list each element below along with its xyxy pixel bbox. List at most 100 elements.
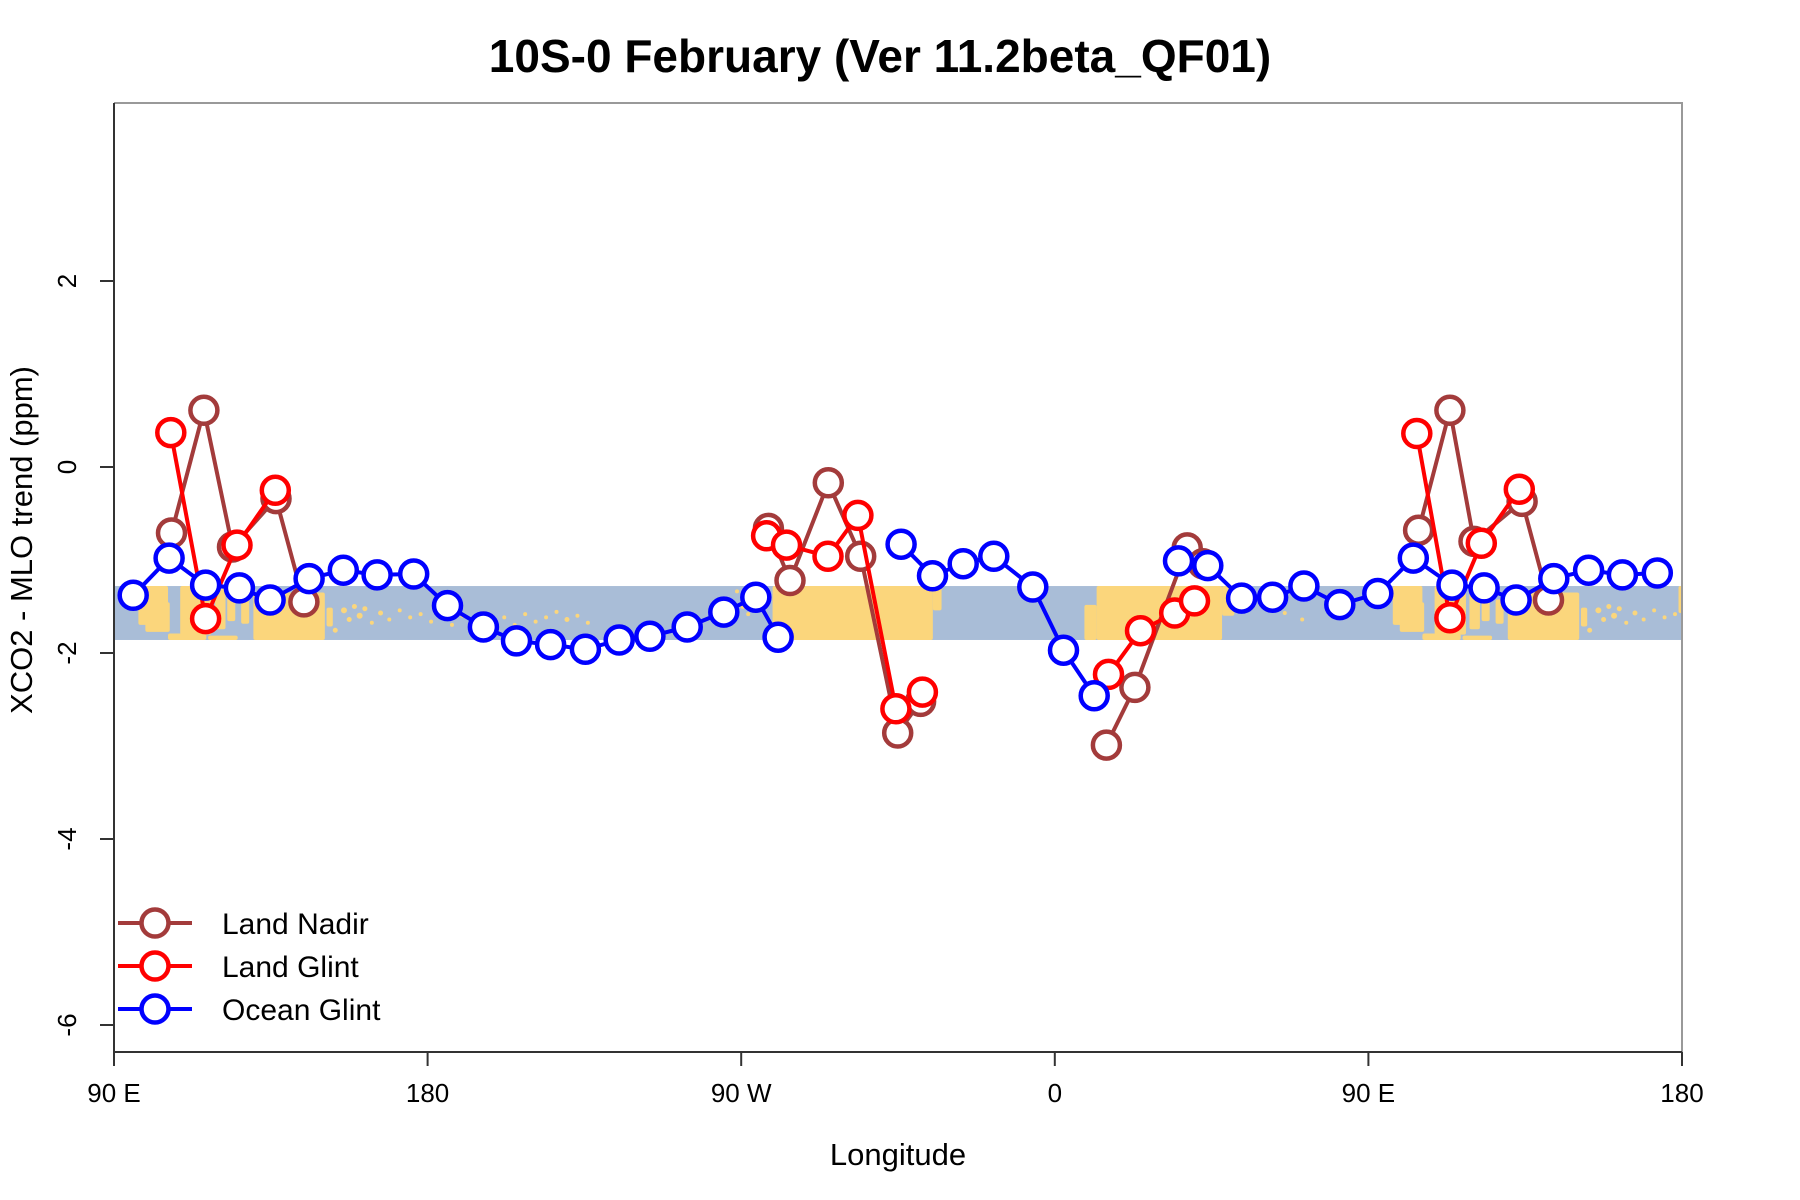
data-point bbox=[188, 394, 220, 427]
island-dot bbox=[351, 604, 357, 610]
island-dot bbox=[387, 617, 392, 622]
island-dot bbox=[1662, 615, 1667, 620]
data-point bbox=[1572, 554, 1605, 586]
data-point bbox=[155, 517, 188, 549]
legend-marker bbox=[139, 907, 171, 939]
land-patch bbox=[932, 586, 942, 611]
island-dot bbox=[1587, 627, 1593, 633]
island-dot bbox=[564, 616, 570, 622]
plot-box bbox=[114, 102, 1683, 1052]
island-dot bbox=[585, 620, 590, 625]
island-dot bbox=[735, 589, 740, 594]
island-dot bbox=[1624, 620, 1629, 625]
data-point bbox=[431, 589, 464, 622]
series-line bbox=[1104, 545, 1205, 746]
series-ocean-glint bbox=[117, 528, 1674, 712]
data-point bbox=[1119, 671, 1151, 704]
chart-title: 10S-0 February (Ver 11.2beta_QF01) bbox=[489, 30, 1271, 82]
land-patch bbox=[145, 602, 170, 632]
data-point bbox=[812, 467, 845, 499]
data-point bbox=[1500, 584, 1532, 616]
island-dot bbox=[544, 615, 549, 620]
data-point bbox=[762, 621, 794, 653]
island-dot bbox=[332, 627, 338, 633]
data-point bbox=[1192, 549, 1224, 582]
data-point bbox=[634, 620, 666, 653]
data-point bbox=[1090, 729, 1123, 761]
data-point bbox=[467, 611, 500, 643]
island-dot bbox=[554, 609, 559, 614]
data-point bbox=[327, 554, 360, 586]
data-point bbox=[189, 569, 222, 601]
island-dot bbox=[369, 620, 374, 625]
data-point bbox=[1178, 585, 1211, 617]
island-dot bbox=[340, 607, 347, 614]
y-tick-label: -6 bbox=[52, 1013, 82, 1036]
island-dot bbox=[1300, 617, 1305, 622]
data-point bbox=[1468, 572, 1500, 604]
island-dot bbox=[533, 619, 538, 624]
data-point bbox=[1256, 581, 1289, 613]
data-point bbox=[1324, 588, 1356, 621]
island-dot bbox=[1282, 611, 1287, 616]
series-land-glint bbox=[155, 416, 1536, 725]
island-dot bbox=[362, 606, 368, 612]
land-patch bbox=[241, 599, 250, 624]
y-tick-label: 2 bbox=[52, 274, 82, 288]
axes-layer: 90 E 180 90 W 0 90 E 180 2 0 -2 -4 -6 bbox=[52, 102, 1704, 1108]
data-point bbox=[1401, 417, 1433, 450]
island-dot bbox=[346, 616, 352, 622]
data-point bbox=[1288, 570, 1320, 602]
data-point bbox=[1434, 394, 1466, 427]
y-tick-label: 0 bbox=[52, 460, 82, 474]
legend-label: Land Nadir bbox=[222, 908, 369, 941]
x-tick-label: 180 bbox=[1660, 1078, 1703, 1108]
data-point bbox=[223, 572, 256, 604]
land-patch bbox=[208, 635, 238, 640]
x-tick-label: 180 bbox=[406, 1078, 449, 1108]
data-point bbox=[1092, 658, 1125, 691]
data-point bbox=[155, 416, 187, 449]
data-point bbox=[1436, 569, 1468, 601]
legend-item-land-nadir: Land Nadir bbox=[118, 907, 369, 941]
legend-item-land-glint: Land Glint bbox=[118, 950, 359, 984]
data-point bbox=[534, 628, 567, 661]
data-point bbox=[1503, 473, 1536, 506]
land-patch bbox=[1084, 604, 1097, 640]
x-tick-label: 0 bbox=[1048, 1078, 1062, 1108]
island-dot bbox=[575, 613, 580, 618]
data-point bbox=[1397, 542, 1430, 574]
data-point bbox=[500, 625, 533, 657]
data-point bbox=[361, 559, 393, 591]
legend-label: Ocean Glint bbox=[222, 994, 381, 1027]
x-tick-label: 90 W bbox=[711, 1078, 772, 1108]
series-layer bbox=[117, 394, 1674, 761]
land-patch bbox=[1422, 633, 1461, 640]
x-tick-label: 90 E bbox=[87, 1078, 141, 1108]
data-point bbox=[254, 584, 286, 616]
land-patch bbox=[1399, 602, 1425, 632]
island-dot bbox=[418, 612, 423, 617]
data-point bbox=[293, 562, 325, 595]
data-point bbox=[740, 581, 772, 613]
map-band-layer bbox=[114, 586, 1682, 640]
data-point bbox=[1606, 559, 1639, 591]
data-point bbox=[1225, 582, 1258, 614]
data-point bbox=[153, 542, 185, 574]
legend: Land Nadir Land Glint Ocean Glint bbox=[118, 907, 381, 1027]
data-point bbox=[189, 602, 222, 635]
data-point bbox=[1402, 514, 1435, 546]
island-dot bbox=[1652, 608, 1657, 613]
island-dot bbox=[378, 610, 384, 616]
island-dot bbox=[356, 612, 363, 619]
data-point bbox=[916, 560, 949, 592]
land-patch bbox=[326, 607, 333, 627]
legend-marker bbox=[139, 950, 171, 982]
island-dot bbox=[408, 615, 413, 620]
data-point bbox=[1047, 634, 1080, 666]
island-dot bbox=[1632, 610, 1638, 616]
island-dot bbox=[1606, 604, 1612, 610]
data-point bbox=[708, 596, 740, 628]
